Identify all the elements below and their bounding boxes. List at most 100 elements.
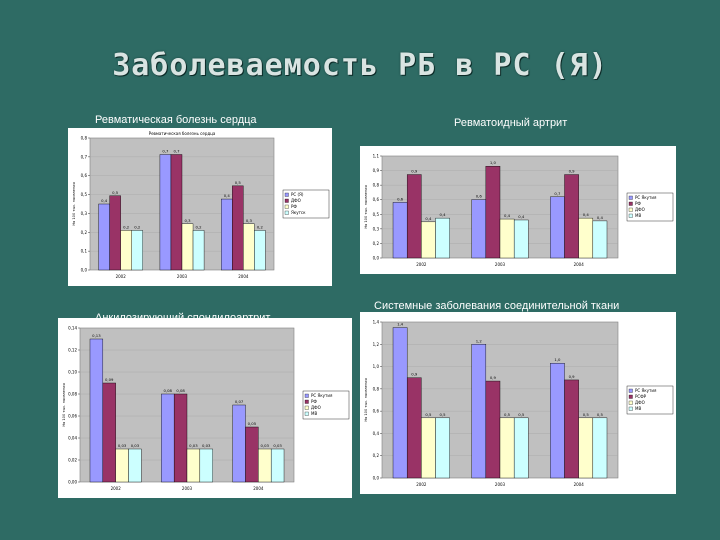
y-axis-label: На 100 тыс. населения [72, 182, 76, 225]
y-tick-label: 0,3 [373, 226, 380, 231]
y-tick-label: 0,2 [373, 453, 380, 458]
data-label: 0,3 [184, 218, 191, 223]
legend-swatch [284, 192, 289, 197]
x-tick-label: 2003 [182, 486, 193, 491]
y-tick-label: 0,0 [81, 268, 88, 273]
legend-swatch [628, 207, 633, 212]
data-label: 0,5 [440, 412, 447, 417]
bar [592, 220, 608, 259]
data-label: 0,5 [112, 190, 119, 195]
y-tick-label: 0,10 [68, 370, 77, 375]
legend-swatch [628, 213, 633, 218]
bar [578, 417, 594, 479]
y-tick-label: 0,02 [68, 458, 77, 463]
data-label: 0,5 [597, 412, 604, 417]
y-axis-label: На 100 тыс. населения [364, 185, 368, 228]
legend-label: РС Якутия [635, 195, 657, 200]
data-label: 0,08 [176, 388, 185, 393]
legend-box [282, 189, 330, 219]
bar [232, 185, 244, 271]
bar [161, 393, 175, 483]
data-label: 0,5 [583, 412, 590, 417]
data-label: 0,4 [101, 198, 108, 203]
y-tick-label: 0,5 [81, 192, 88, 197]
legend-swatch [628, 195, 633, 200]
chart-label-rheumatoid-arthritis: Ревматоидный артрит [454, 117, 568, 129]
bar [513, 417, 529, 479]
y-tick-label: 0,04 [68, 436, 77, 441]
data-label: 0,4 [583, 212, 590, 217]
x-tick-label: 2004 [253, 486, 264, 491]
chart-ankylosing-spondylitis: 0,00 0,02 0,04 0,06 0,08 0,10 0,12 0,14 На 100 т… [58, 318, 352, 498]
data-label: 0,2 [134, 224, 141, 229]
y-tick-label: 0,7 [81, 154, 88, 159]
y-tick-label: 0,8 [373, 183, 380, 188]
data-label: 0,5 [518, 412, 525, 417]
legend-label: МВ [311, 411, 317, 416]
chart-rheumatic-heart: Ревматическая болезнь сердца 0,0 0,1 0,2 0,3… [68, 128, 332, 286]
bar [550, 196, 565, 259]
x-tick-label: 2004 [574, 482, 585, 487]
bar [115, 448, 129, 483]
y-tick-label: 1,2 [373, 342, 380, 347]
legend-swatch [628, 394, 633, 399]
data-label: 0,6 [476, 194, 483, 199]
data-label: 0,05 [248, 421, 257, 426]
legend-label: РФ [311, 399, 317, 404]
data-label: 1,0 [554, 357, 561, 362]
bar [120, 230, 132, 271]
legend-label: РФ [635, 201, 641, 206]
x-tick-label: 2004 [574, 262, 585, 267]
bar [435, 217, 450, 259]
data-label: 0,03 [261, 443, 270, 448]
bar [109, 195, 121, 271]
x-tick-label: 2002 [111, 486, 122, 491]
y-tick-label: 0,12 [68, 348, 77, 353]
bar [471, 199, 487, 259]
bar [421, 417, 436, 479]
y-tick-label: 0,5 [373, 212, 380, 217]
data-label: 0,7 [173, 149, 180, 154]
bar [471, 344, 487, 479]
bar [232, 404, 246, 483]
y-tick-label: 0,06 [68, 414, 77, 419]
legend-swatch [628, 406, 633, 411]
y-tick-label: 0,00 [68, 480, 77, 485]
data-label: 0,7 [554, 191, 561, 196]
legend-swatch [304, 393, 309, 398]
y-tick-label: 0,2 [373, 241, 380, 246]
legend-box [302, 390, 350, 420]
legend-label: РС (Я) [291, 192, 304, 197]
bar [192, 230, 205, 271]
bar [564, 174, 579, 259]
data-label: 0,03 [202, 443, 211, 448]
legend-label: ДФО [635, 400, 645, 405]
data-label: 0,3 [246, 218, 253, 223]
data-label: 0,7 [162, 149, 169, 154]
x-tick-label: 2003 [495, 262, 506, 267]
x-tick-label: 2003 [495, 482, 506, 487]
y-axis-label: На 100 тыс. населения [364, 378, 368, 421]
x-tick-label: 2002 [416, 262, 427, 267]
legend-label: РС Якутия [635, 388, 657, 393]
y-tick-label: 0,8 [373, 386, 380, 391]
data-label: 0,08 [164, 388, 173, 393]
y-tick-label: 0,1 [81, 249, 88, 254]
data-label: 0,4 [425, 216, 432, 221]
bar [592, 417, 608, 479]
bar [392, 202, 408, 259]
data-label: 0,9 [411, 169, 418, 174]
legend-swatch [304, 399, 309, 404]
bar [564, 379, 579, 479]
y-tick-label: 0,4 [373, 431, 380, 436]
legend-label: РСФР [635, 394, 647, 399]
data-label: 0,07 [235, 399, 244, 404]
bar [186, 448, 201, 483]
bar [131, 230, 143, 271]
data-label: 0,4 [224, 193, 231, 198]
data-label: 0,03 [131, 443, 140, 448]
legend-swatch [284, 210, 289, 215]
legend-swatch [284, 204, 289, 209]
chart-connective-tissue: 0,0 0,2 0,4 0,6 0,8 1,0 1,2 1,4 На 100 тыс. насе… [360, 312, 676, 494]
legend-box [626, 192, 674, 222]
